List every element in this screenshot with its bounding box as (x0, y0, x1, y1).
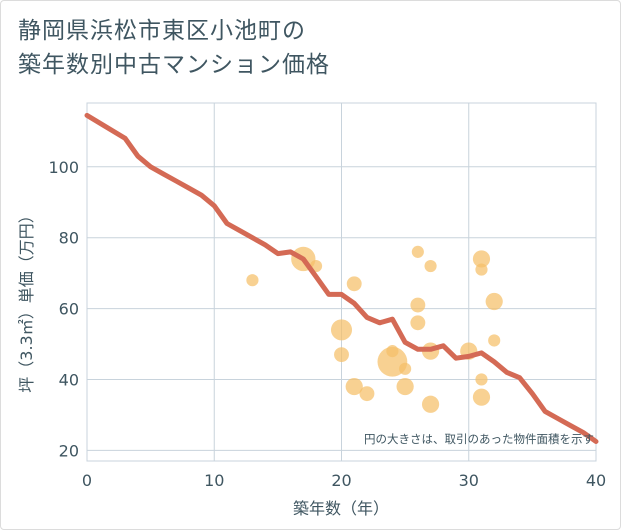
bubble-point (346, 276, 362, 292)
bubble-point (472, 250, 491, 268)
y-tick-label: 60 (59, 300, 79, 319)
tick-label-layer: 0 10 20 30 40 20 40 60 80 100 (48, 158, 606, 490)
bubble-point (386, 345, 399, 358)
chart-title-line-1: 静岡県浜松市東区小池町の (18, 18, 306, 44)
x-tick-label: 10 (204, 471, 224, 490)
bubble-point (399, 362, 412, 375)
bubble-size-note: 円の大きさは、取引のあった物件面積を示す (364, 432, 594, 446)
bubble-point (334, 347, 349, 363)
bubble-point (424, 259, 437, 273)
trend-line (84, 112, 599, 444)
bubble-point (421, 395, 440, 413)
grid-layer (86, 102, 597, 462)
trend-line-layer (84, 112, 599, 444)
bubble-point (410, 297, 426, 313)
bubble-point (330, 319, 353, 341)
bubble-point (472, 388, 491, 406)
bubble-point (475, 373, 488, 386)
bubble-point (485, 292, 503, 311)
x-tick-label: 0 (82, 471, 92, 490)
x-axis-label: 築年数（年） (293, 499, 389, 518)
bubble-point (396, 377, 414, 396)
chart-title: 静岡県浜松市東区小池町の 築年数別中古マンション価格 (18, 14, 330, 82)
bubble-point (246, 274, 259, 287)
bubble-point (411, 245, 424, 258)
bubble-point (345, 377, 363, 396)
x-tick-label: 20 (331, 471, 351, 490)
x-tick-label: 30 (459, 471, 479, 490)
y-tick-label: 100 (48, 158, 79, 177)
y-axis-label: 坪（3.3㎡）単価（万円） (17, 207, 36, 392)
y-tick-label: 20 (59, 441, 79, 460)
bubble-point (488, 334, 501, 347)
bubble-layer (246, 245, 503, 413)
bubble-point (410, 315, 426, 331)
bubble-point (359, 386, 375, 402)
y-tick-label: 80 (59, 229, 79, 248)
bubble-point (475, 263, 488, 276)
y-tick-label: 40 (59, 370, 79, 389)
x-tick-label: 40 (586, 471, 606, 490)
chart-title-line-2: 築年数別中古マンション価格 (18, 52, 330, 78)
